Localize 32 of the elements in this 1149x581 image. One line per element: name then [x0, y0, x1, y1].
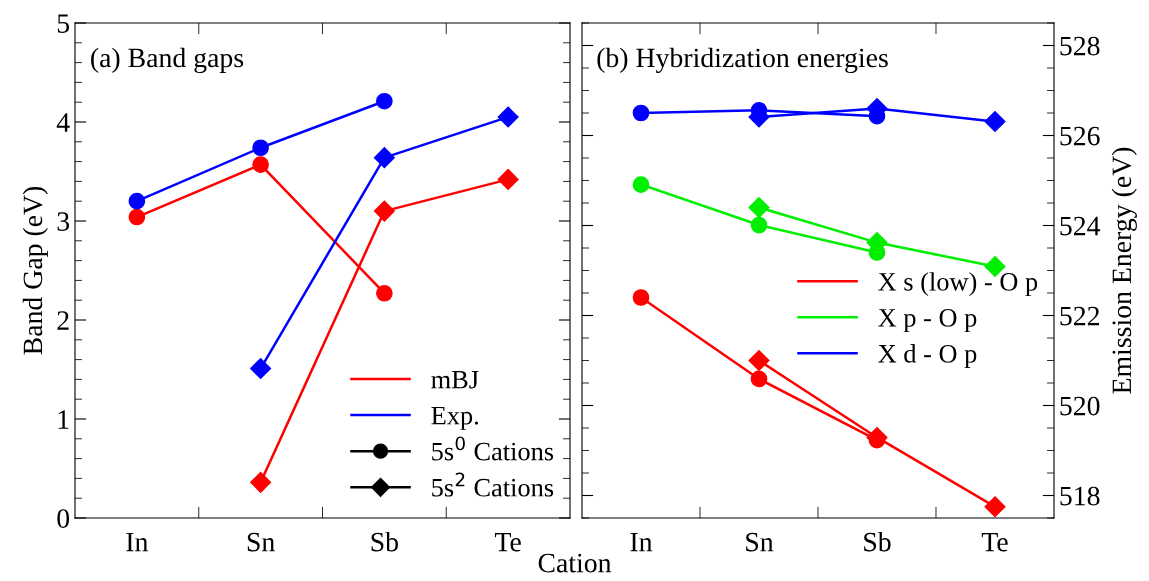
y2-tick-label: 522 — [1060, 306, 1099, 326]
x-tick-label: Sb — [371, 531, 398, 552]
legend-label: X s (low) - O p — [878, 272, 1038, 297]
x-tick-label: Te — [494, 532, 521, 552]
y-tick-label: 1 — [58, 410, 69, 429]
legend-label: mBJ — [431, 370, 479, 389]
y-tick-label: 5 — [57, 14, 70, 33]
y-tick-label: 3 — [57, 212, 70, 231]
y2-tick-label: 520 — [1060, 396, 1100, 416]
y2-tick-label: 524 — [1060, 216, 1101, 236]
legend-label: Exp. — [431, 406, 479, 430]
y-axis-title: Band Gap (eV) — [22, 186, 48, 355]
y2-axis-title: Emission Energy (eV) — [1111, 147, 1137, 394]
x-tick-label: In — [630, 532, 653, 552]
y-tick-label: 4 — [56, 113, 70, 132]
x-tick-label: Te — [981, 532, 1008, 552]
y-tick-label: 2 — [57, 311, 69, 330]
legend-label: 5s$^{2}$ Cations — [432, 472, 554, 497]
y2-tick-label: 518 — [1060, 486, 1100, 506]
text: (b) Hybridization energies — [597, 47, 888, 74]
text: (a) Band gaps — [91, 47, 244, 74]
x-tick-label: Sn — [247, 532, 275, 552]
legend-label: 5s$^{0}$ Cations — [432, 436, 554, 461]
y2-tick-label: 526 — [1060, 126, 1100, 146]
x-tick-label: Sn — [746, 532, 774, 552]
legend-label: X p - O p — [878, 308, 977, 333]
x-tick-label: Sb — [864, 531, 891, 552]
y2-tick-label: 528 — [1060, 36, 1100, 56]
legend-label: X d - O p — [878, 344, 977, 369]
x-axis-title: Cation — [538, 553, 612, 573]
x-tick-label: In — [126, 532, 149, 552]
y-tick-label: 0 — [57, 509, 70, 528]
